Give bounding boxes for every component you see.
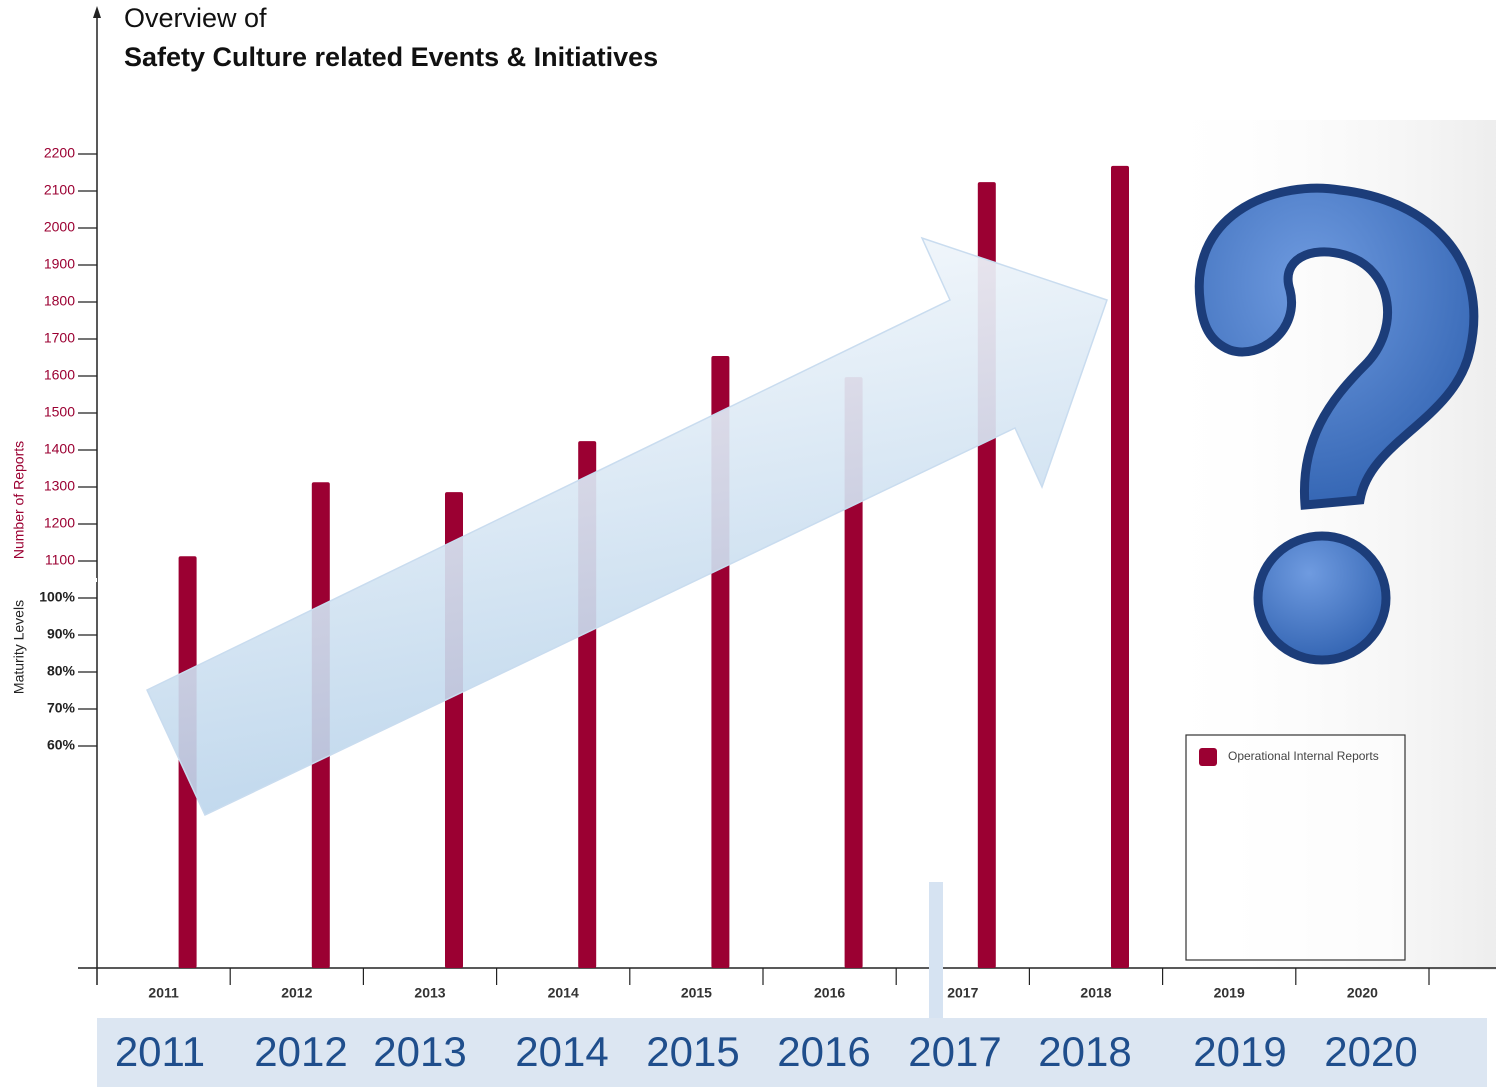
y2-axis-label: Maturity Levels (11, 600, 27, 694)
chart-title: Safety Culture related Events & Initiati… (124, 42, 658, 72)
x-tick-label: 2012 (281, 985, 312, 1001)
x-tick-label: 2015 (681, 985, 712, 1001)
x-tick-label: 2017 (947, 985, 978, 1001)
bar (1111, 166, 1129, 968)
x-tick-label: 2020 (1347, 985, 1378, 1001)
chart-title: Overview of (124, 3, 267, 33)
x-tick-label: 2011 (148, 985, 179, 1001)
y-tick-label: 2000 (44, 219, 75, 235)
x-tick-label: 2019 (1214, 985, 1245, 1001)
trend-arrow (147, 238, 1107, 815)
y-tick-label: 2200 (44, 145, 75, 161)
x-tick-label: 2014 (548, 985, 579, 1001)
timeline-year: 2013 (373, 1028, 466, 1075)
y-tick-label: 1200 (44, 515, 75, 531)
y-tick-label: 1100 (45, 552, 75, 568)
x-tick-label: 2016 (814, 985, 845, 1001)
timeline-year: 2017 (908, 1028, 1001, 1075)
y-tick-label: 1900 (44, 256, 75, 272)
y-tick-label: 1600 (44, 367, 75, 383)
timeline-marker (929, 882, 943, 1018)
timeline-year: 2018 (1038, 1028, 1131, 1075)
y-tick-label: 1500 (44, 404, 75, 420)
question-dot (1258, 536, 1386, 660)
chart: Overview of Safety Culture related Event… (0, 0, 1496, 1087)
axis-arrowhead (93, 6, 101, 18)
timeline-year: 2011 (115, 1028, 205, 1075)
y-tick-label: 2100 (44, 182, 75, 198)
y2-tick-label: 60% (47, 737, 76, 753)
y-tick-label: 1300 (44, 478, 75, 494)
y-tick-label: 1400 (44, 441, 75, 457)
timeline-year: 2014 (515, 1028, 608, 1075)
timeline-year: 2020 (1324, 1028, 1417, 1075)
y2-tick-label: 70% (47, 700, 76, 716)
timeline-year: 2016 (777, 1028, 870, 1075)
y2-tick-label: 80% (47, 663, 76, 679)
legend-label: Operational Internal Reports (1228, 749, 1379, 763)
y2-tick-label: 90% (47, 626, 76, 642)
timeline-year: 2019 (1193, 1028, 1286, 1075)
page: Overview of Safety Culture related Event… (0, 0, 1496, 1087)
timeline-year: 2012 (254, 1028, 347, 1075)
y-tick-label: 1800 (44, 293, 75, 309)
timeline-year: 2015 (646, 1028, 739, 1075)
y-tick-label: 1700 (44, 330, 75, 346)
legend-swatch (1199, 748, 1217, 766)
y2-tick-label: 100% (39, 589, 75, 605)
legend-box (1186, 735, 1405, 960)
x-tick-label: 2018 (1080, 985, 1111, 1001)
x-tick-label: 2013 (414, 985, 445, 1001)
y-axis-label: Number of Reports (11, 441, 27, 559)
